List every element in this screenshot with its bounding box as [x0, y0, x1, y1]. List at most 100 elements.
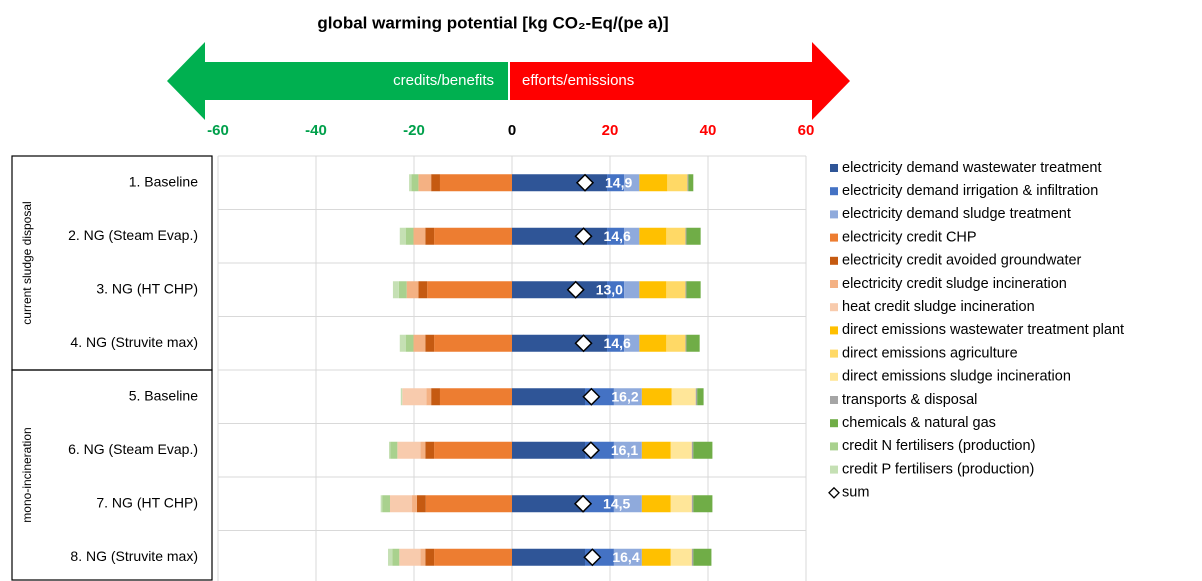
y-tick-label: 3. NG (HT CHP) — [96, 280, 198, 296]
bar-segment — [666, 227, 686, 245]
legend-swatch — [830, 349, 838, 358]
bar-segment — [624, 281, 640, 299]
sum-marker — [574, 227, 593, 246]
sum-label: 16,2 — [611, 388, 638, 404]
bar-segment — [439, 174, 512, 192]
bar-segment — [685, 281, 687, 299]
legend-label: chemicals & natural gas — [842, 415, 996, 431]
bar-segment — [392, 281, 399, 299]
bar-segment — [399, 334, 406, 352]
group-label: mono-incineration — [20, 427, 34, 522]
sum-label: 14,5 — [603, 495, 630, 511]
bar-segment — [613, 495, 642, 513]
annotation: credits/benefits — [393, 72, 494, 89]
bar-segment — [670, 441, 692, 459]
sum-label: 14,6 — [604, 335, 631, 351]
y-tick-label: 5. Baseline — [129, 387, 198, 403]
legend-label: electricity credit CHP — [842, 229, 977, 245]
bar-segment — [434, 441, 512, 459]
bar-segment — [402, 388, 427, 406]
bar-segment — [639, 334, 667, 352]
bar-segment — [641, 388, 672, 406]
y-tick-label: 6. NG (Steam Evap.) — [68, 441, 198, 457]
bar-segment — [418, 281, 428, 299]
legend-swatch — [830, 280, 838, 288]
x-tick-label: 0 — [508, 122, 516, 139]
bar-segment — [405, 227, 414, 245]
legend-swatch — [830, 419, 838, 428]
bar-segment — [687, 174, 689, 192]
sum-label: 14,9 — [605, 174, 632, 190]
bar-segment — [685, 334, 687, 352]
bar-segment — [397, 441, 421, 459]
bar-segment — [512, 281, 608, 299]
bar-segment — [691, 495, 694, 513]
legend-label: transports & disposal — [842, 392, 977, 408]
bar-segment — [512, 388, 586, 406]
bar-segment — [697, 388, 704, 406]
bar-segment — [686, 334, 700, 352]
x-tick-label: -60 — [207, 122, 229, 139]
bar-segment — [409, 174, 412, 192]
bar-segment — [388, 548, 393, 566]
bar-segment — [693, 441, 713, 459]
y-tick-label: 2. NG (Steam Evap.) — [68, 227, 198, 243]
bar-segment — [691, 441, 694, 459]
bar-segment — [685, 227, 687, 245]
legend-swatch — [830, 326, 838, 335]
bar-segment — [693, 548, 712, 566]
bar-segment — [380, 495, 383, 513]
bar-segment — [512, 441, 586, 459]
legend-swatch — [830, 372, 838, 381]
bar-segment — [607, 281, 625, 299]
legend-swatch — [830, 164, 838, 172]
bar-segment — [639, 281, 667, 299]
bar-segment — [624, 174, 640, 192]
sum-marker — [574, 334, 593, 353]
bar-segment — [425, 334, 435, 352]
bar-segment — [416, 495, 426, 513]
bar-segment — [418, 174, 432, 192]
group-label: current sludge disposal — [20, 201, 34, 324]
bar-segment — [413, 334, 426, 352]
bar-segment — [641, 495, 671, 513]
sum-marker — [583, 548, 602, 567]
bar-segment — [390, 441, 398, 459]
legend-swatch — [830, 187, 838, 196]
bar-segment — [624, 227, 640, 245]
bar-segment — [607, 227, 625, 245]
bar-segment — [382, 495, 390, 513]
legend-label: heat credit sludge incineration — [842, 299, 1035, 315]
bar-segment — [420, 548, 426, 566]
bar-segment — [670, 548, 692, 566]
bar-segment — [425, 441, 435, 459]
bar-segment — [613, 388, 642, 406]
legend-swatch — [830, 442, 838, 451]
legend-swatch — [830, 233, 838, 242]
legend-label: electricity demand irrigation & infiltra… — [842, 183, 1098, 199]
y-tick-label: 8. NG (Struvite max) — [70, 548, 198, 564]
bar-segment — [691, 548, 694, 566]
sum-label: 16,4 — [612, 549, 639, 565]
bar-segment — [693, 495, 713, 513]
legend-swatch — [830, 465, 838, 474]
bar-segment — [671, 388, 696, 406]
legend-label: electricity credit avoided groundwater — [842, 253, 1082, 269]
bar-segment — [512, 548, 586, 566]
sum-label: 13,0 — [596, 281, 623, 297]
bar-segment — [392, 548, 400, 566]
bar-segment — [427, 281, 512, 299]
bar-segment — [420, 441, 426, 459]
bar-segment — [641, 441, 671, 459]
bar-segment — [667, 174, 688, 192]
bar-segment — [389, 441, 391, 459]
bar-segment — [512, 495, 586, 513]
bar-segment — [639, 227, 667, 245]
legend-label: direct emissions wastewater treatment pl… — [842, 322, 1124, 338]
bar-segment — [686, 281, 701, 299]
bar-segment — [666, 281, 686, 299]
bar-segment — [439, 388, 512, 406]
bar-segment — [688, 174, 694, 192]
legend-label: direct emissions agriculture — [842, 345, 1018, 361]
